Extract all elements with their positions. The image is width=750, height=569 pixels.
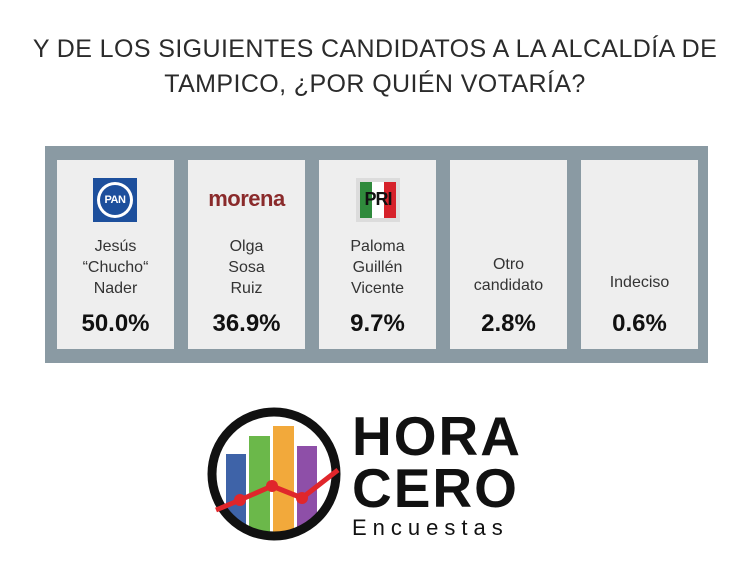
candidate-name-line: Otro [492, 256, 525, 273]
logo-bar [273, 426, 294, 532]
brand-word-cero: CERO [352, 457, 519, 519]
candidate-percent: 36.9% [212, 310, 281, 337]
candidate-card-guillen: PRI Paloma Guillén Vicente 9.7% [319, 160, 436, 349]
candidate-name-line: Sosa [228, 259, 265, 276]
title-line-2: TAMPICO, ¿POR QUIÉN VOTARÍA? [164, 70, 586, 98]
logo-trend-point [266, 480, 278, 492]
candidate-card-sosa: morena Olga Sosa Ruiz 36.9% [188, 160, 305, 349]
morena-logo-text: morena [208, 186, 285, 211]
brand-tagline: Encuestas [352, 515, 509, 540]
hora-cero-logo-icon [207, 407, 341, 541]
pan-logo: PAN [57, 178, 174, 224]
candidate-name-line: Vicente [350, 280, 405, 297]
logo-bar [297, 446, 317, 532]
candidate-name-line: Nader [93, 280, 138, 297]
logo-trend-point [234, 494, 246, 506]
results-panel: PAN Jesús “Chucho“ Nader 50.0% morena Ol… [45, 146, 708, 363]
candidate-name-line: “Chucho“ [82, 259, 149, 276]
candidate-name: Otro candidato [450, 254, 567, 296]
title-line-1: Y DE LOS SIGUIENTES CANDIDATOS A LA ALCA… [32, 35, 718, 63]
candidate-percent: 9.7% [350, 310, 405, 337]
candidate-card-indeciso: Indeciso 0.6% [581, 160, 698, 349]
logo-trend-point [296, 492, 308, 504]
candidate-name-line: Guillén [352, 259, 403, 276]
candidate-name: Olga Sosa Ruiz [188, 236, 305, 299]
candidate-name-line: Indeciso [609, 274, 670, 291]
candidate-name-line: Olga [229, 238, 264, 255]
chart-title: Y DE LOS SIGUIENTES CANDIDATOS A LA ALCA… [0, 32, 750, 102]
morena-logo: morena [188, 178, 305, 224]
candidate-name-line: Paloma [350, 238, 405, 255]
pri-logo-icon: PRI [356, 178, 400, 222]
candidate-percent: 50.0% [81, 310, 150, 337]
candidate-name-line: candidato [473, 277, 544, 294]
pan-logo-icon: PAN [93, 178, 137, 222]
candidate-name: Paloma Guillén Vicente [319, 236, 436, 299]
pri-logo: PRI [319, 178, 436, 224]
candidate-card-otro: Otro candidato 2.8% [450, 160, 567, 349]
candidate-name: Jesús “Chucho“ Nader [57, 236, 174, 299]
logo-bar [249, 436, 270, 532]
candidate-name-line: Ruiz [230, 280, 263, 297]
candidate-name-line: Jesús [94, 238, 137, 255]
candidate-card-nader: PAN Jesús “Chucho“ Nader 50.0% [57, 160, 174, 349]
brand-word-hora: HORA [352, 405, 522, 467]
pan-logo-text: PAN [100, 185, 130, 215]
candidate-percent: 0.6% [612, 310, 667, 337]
candidate-percent: 2.8% [481, 310, 536, 337]
candidate-name: Indeciso [581, 272, 698, 293]
pri-logo-text: PRI [364, 189, 392, 209]
